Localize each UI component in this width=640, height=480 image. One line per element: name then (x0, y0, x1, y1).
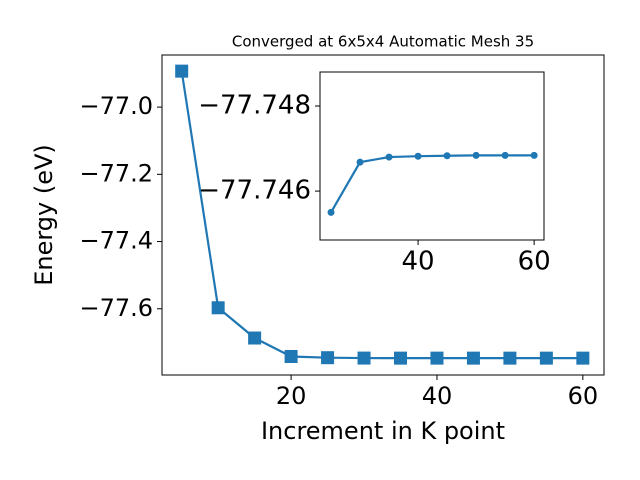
marker (539, 351, 553, 365)
marker (356, 158, 364, 166)
y-tick-label: −77.746 (198, 176, 311, 206)
marker (284, 350, 298, 364)
x-axis-label: Increment in K point (261, 417, 505, 445)
series-line (330, 154, 535, 213)
marker (466, 351, 480, 365)
x-tick-label: 60 (568, 382, 599, 410)
y-tick-label: −77.6 (79, 294, 153, 322)
marker (321, 351, 335, 365)
marker (472, 151, 480, 159)
marker (211, 301, 225, 315)
y-tick-label: −77.4 (79, 227, 153, 255)
marker (501, 151, 509, 159)
y-tick-label: −77.748 (198, 91, 311, 121)
x-tick-label: 40 (402, 247, 435, 277)
marker (576, 351, 590, 365)
y-axis-label: Energy (eV) (30, 144, 58, 286)
y-tick-label: −77.2 (79, 159, 153, 187)
marker (430, 351, 444, 365)
marker (443, 152, 451, 160)
axes-frame (319, 71, 545, 241)
marker (394, 351, 408, 365)
marker (414, 152, 422, 160)
x-tick-label: 40 (422, 382, 453, 410)
marker (175, 64, 189, 78)
x-tick-label: 60 (518, 247, 551, 277)
y-tick-label: −77.0 (79, 92, 153, 120)
marker (530, 151, 538, 159)
marker (503, 351, 517, 365)
marker (248, 331, 262, 345)
marker (357, 351, 371, 365)
marker (327, 208, 335, 216)
x-tick-label: 20 (276, 382, 307, 410)
axes-frame (161, 54, 605, 376)
chart-title: Converged at 6x5x4 Automatic Mesh 35 (232, 33, 534, 51)
marker (385, 153, 393, 161)
